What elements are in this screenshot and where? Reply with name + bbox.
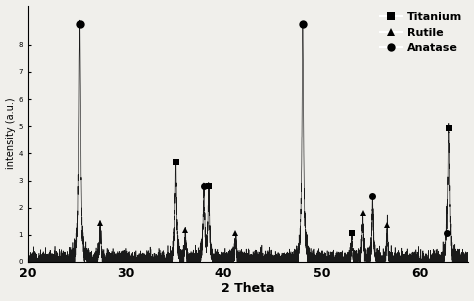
Y-axis label: intensity (a.u.): intensity (a.u.) xyxy=(6,98,16,169)
X-axis label: 2 Theta: 2 Theta xyxy=(221,282,275,296)
Legend: Titanium, Rutile, Anatase: Titanium, Rutile, Anatase xyxy=(379,11,463,54)
